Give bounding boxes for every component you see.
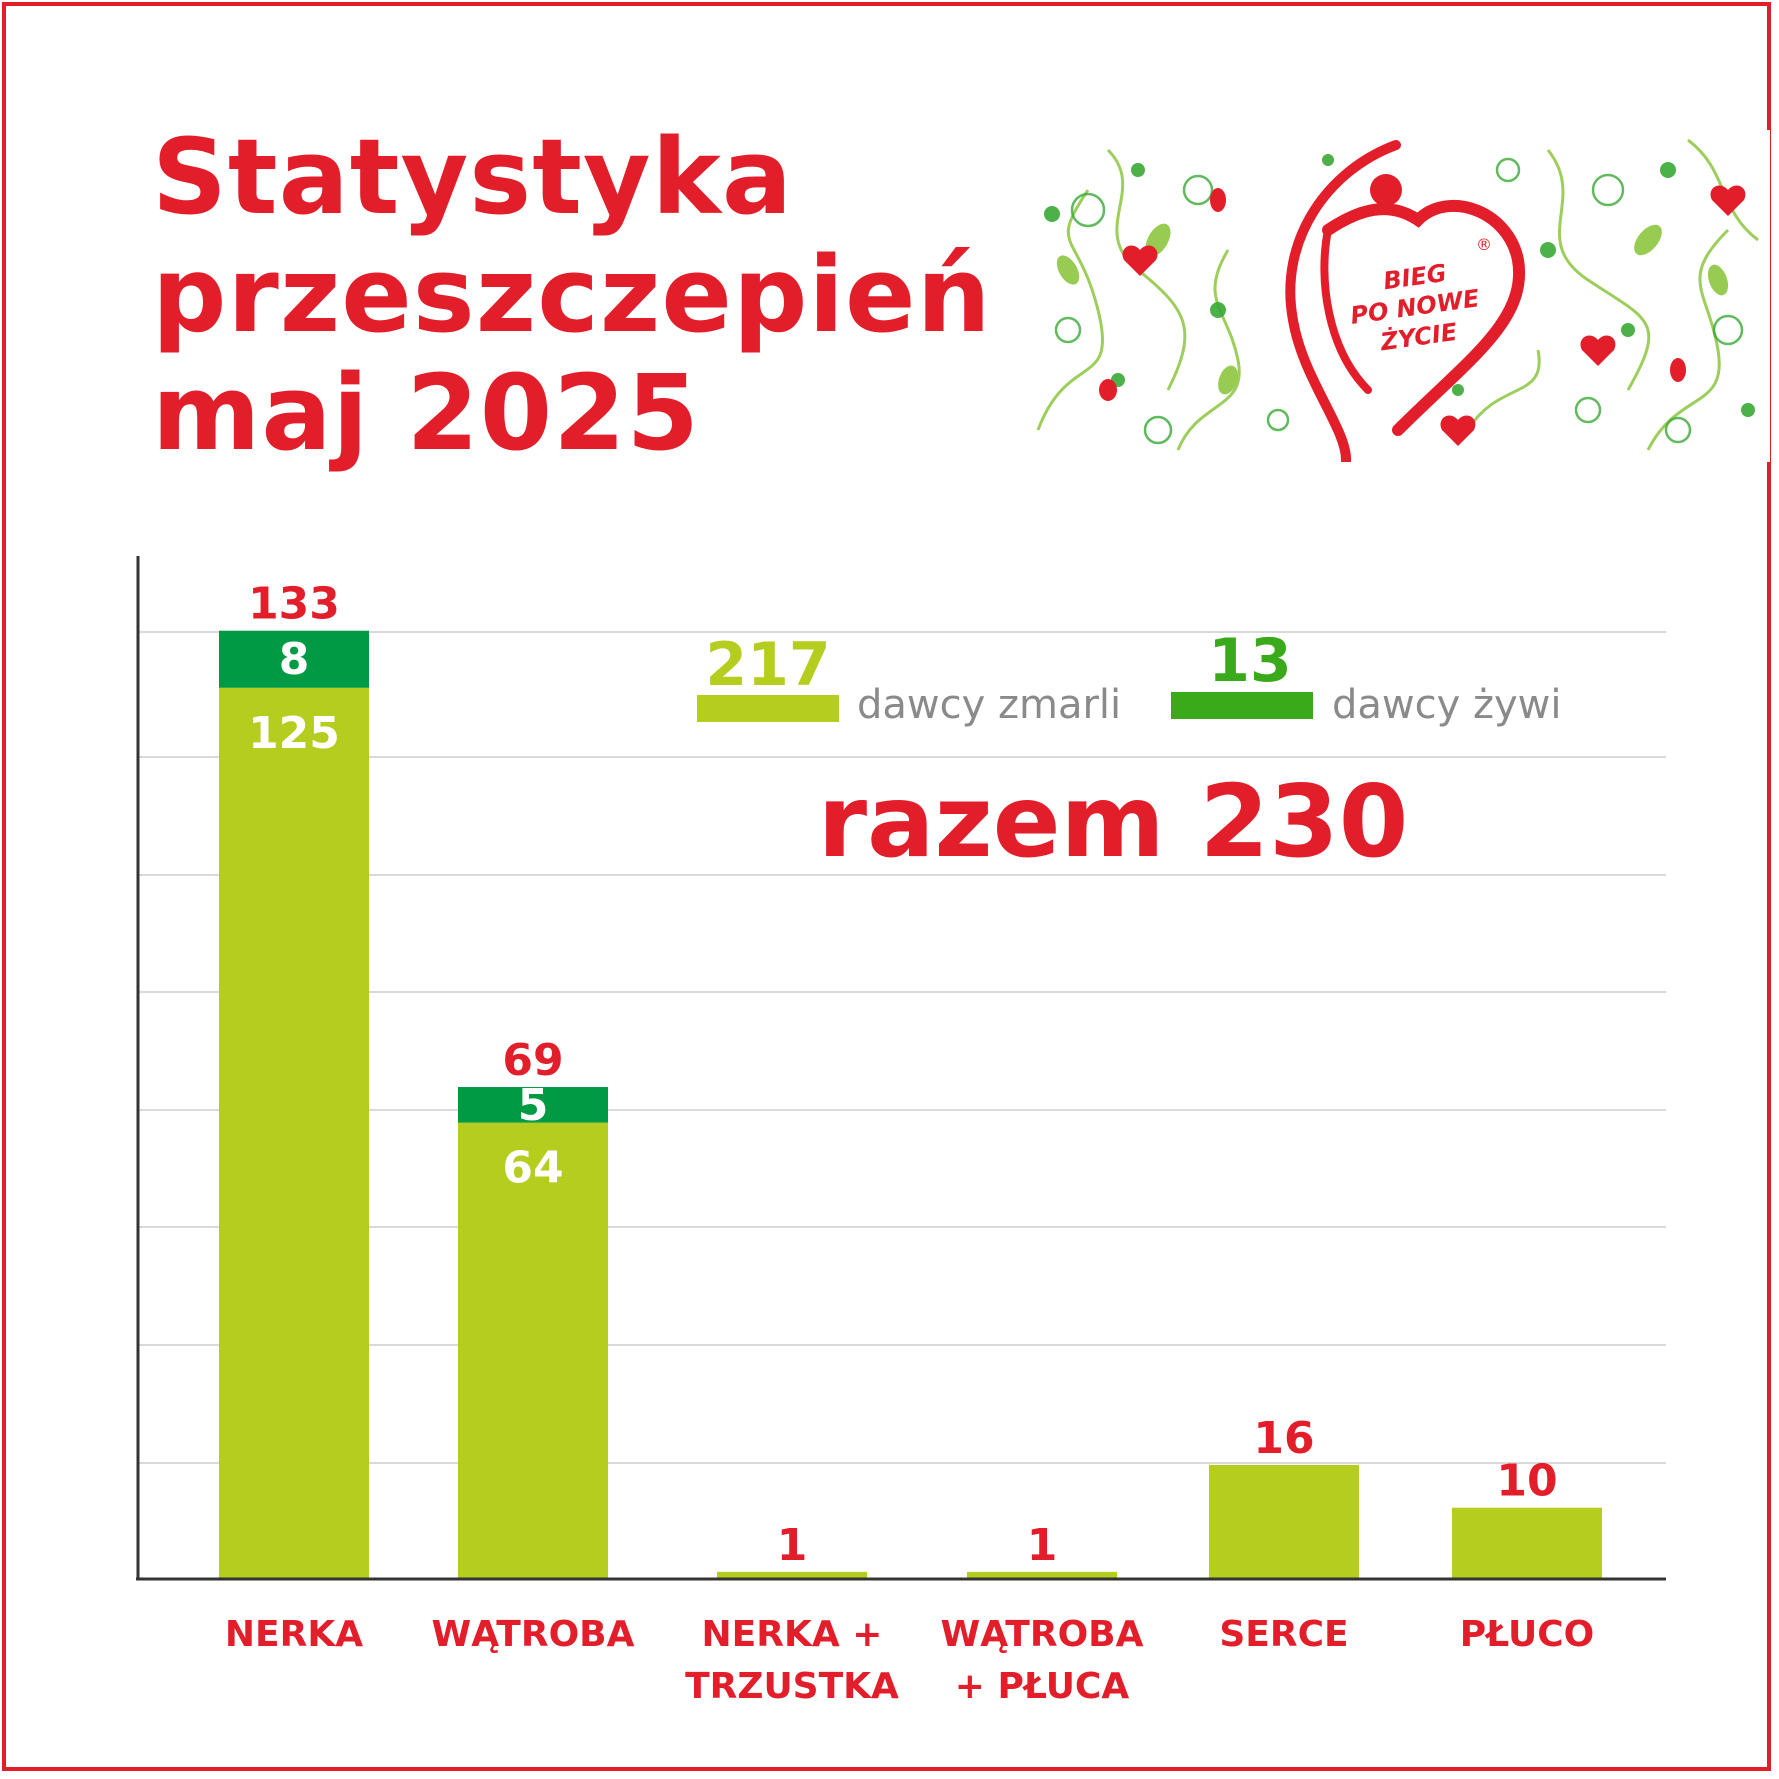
legend-swatch-living [1171,692,1313,719]
bieg-po-nowe-zycie-logo: BIEG PO NOWE ŻYCIE ® [1028,130,1770,462]
bar-living-value-1: 5 [518,1080,549,1131]
legend-value-deceased: 217 [705,630,830,700]
bar-deceased-2 [717,1571,867,1579]
legend-swatch-deceased [697,695,839,722]
legend-label-living: dawcy żywi [1332,682,1562,728]
legend-label-deceased: dawcy zmarli [857,682,1121,728]
total-label: razem 230 [818,763,1409,880]
bar-living-0 [219,630,369,688]
legend: 217 dawcy zmarli 13 dawcy żywi [697,626,1562,728]
category-labels: NERKA WĄTROBA NERKA + TRZUSTKA WĄTROBA + PŁUC… [225,1614,1594,1707]
bar-deceased-value-1: 64 [502,1143,563,1194]
category-label-3-0: WĄTROBA [941,1614,1144,1655]
bar-total-value-2: 1 [777,1520,808,1571]
category-label-5-0: PŁUCO [1460,1614,1594,1655]
bar-living-value-0: 8 [279,634,310,685]
heart-runner-logo-icon: BIEG PO NOWE ŻYCIE ® [1028,130,1770,462]
bars [219,630,1602,1579]
category-label-3-1: + PŁUCA [955,1666,1130,1707]
title-line-2: przeszczepień [152,234,992,356]
bar-deceased-1 [458,1122,608,1579]
bar-total-value-5: 10 [1496,1456,1557,1507]
bar-deceased-5 [1452,1507,1602,1579]
logo-registered-mark: ® [1476,235,1492,254]
bar-total-value-3: 1 [1027,1520,1058,1571]
bar-total-value-1: 69 [502,1035,563,1086]
grid-lines [138,631,1666,1464]
value-labels: 8 125 133 5 64 69 1 1 16 10 [248,579,1558,1571]
category-label-1-0: WĄTROBA [432,1614,635,1655]
legend-value-living: 13 [1208,626,1292,696]
category-label-2-0: NERKA + [702,1614,883,1655]
bar-deceased-value-0: 125 [248,708,340,759]
category-label-2-1: TRZUSTKA [685,1666,899,1707]
bar-deceased-0 [219,687,369,1579]
category-label-0-0: NERKA [225,1614,363,1655]
page-title: Statystyka przeszczepień maj 2025 [152,118,992,472]
bar-total-value-4: 16 [1253,1413,1314,1464]
title-line-1: Statystyka [152,116,794,238]
bar-total-value-0: 133 [248,579,340,630]
bar-deceased-3 [967,1571,1117,1579]
category-label-4-0: SERCE [1219,1614,1348,1655]
title-line-3: maj 2025 [152,352,700,474]
bar-living-1 [458,1087,608,1123]
bar-deceased-4 [1209,1464,1359,1579]
